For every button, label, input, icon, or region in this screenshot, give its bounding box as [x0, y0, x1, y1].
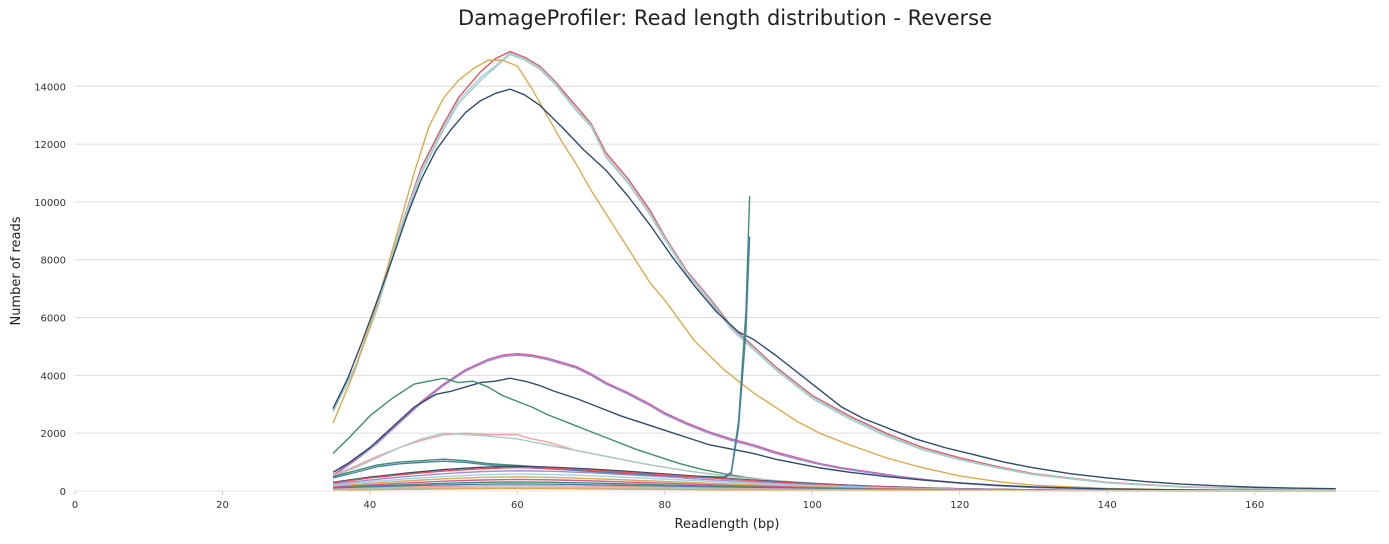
- y-tick-label: 4000: [41, 371, 66, 382]
- series-lines: [332, 50, 1336, 492]
- series-line[interactable]: [332, 53, 1336, 491]
- axes: 0 2000 4000 6000 8000 10000 12000 14000 0 20 40 60 8…: [34, 82, 1380, 511]
- x-tick-label: 20: [216, 500, 229, 511]
- series-line[interactable]: [332, 52, 1336, 491]
- y-tick-label: 10000: [34, 198, 66, 209]
- series-line[interactable]: [332, 377, 1336, 492]
- x-tick-label: 0: [72, 500, 78, 511]
- x-tick-label: 60: [511, 500, 524, 511]
- gridlines: [75, 85, 1380, 434]
- y-tick-label: 2000: [41, 429, 66, 440]
- x-axis-label: Readlength (bp): [675, 517, 780, 532]
- y-tick-label: 6000: [41, 314, 66, 325]
- x-tick-label: 80: [658, 500, 671, 511]
- x-tick-label: 140: [1098, 500, 1117, 511]
- series-line[interactable]: [332, 59, 1336, 492]
- chart-title: DamageProfiler: Read length distribution…: [458, 6, 992, 30]
- x-tick-label: 160: [1245, 500, 1264, 511]
- x-tick-label: 100: [803, 500, 822, 511]
- y-tick-label: 8000: [41, 256, 66, 267]
- series-line[interactable]: [332, 50, 1336, 491]
- series-line[interactable]: [332, 236, 751, 479]
- series-line[interactable]: [332, 88, 1336, 490]
- y-axis-label: Number of reads: [9, 216, 24, 325]
- x-tick-label: 120: [950, 500, 969, 511]
- x-tick-label: 40: [364, 500, 377, 511]
- y-tick-label: 12000: [34, 140, 66, 151]
- y-tick-label: 14000: [34, 82, 66, 93]
- y-tick-label: 0: [60, 487, 66, 498]
